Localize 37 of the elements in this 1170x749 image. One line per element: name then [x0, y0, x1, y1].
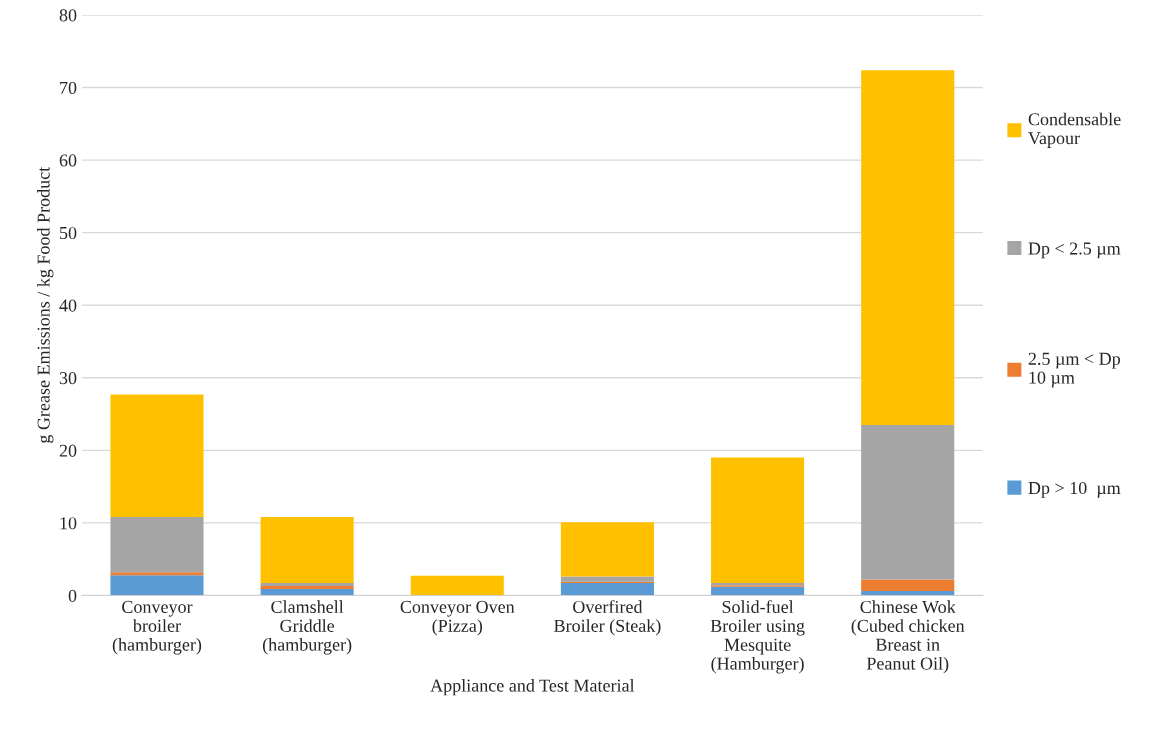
x-tick-label: Overfired Broiler (Steak) [554, 600, 661, 636]
bar [110, 572, 204, 576]
bar [861, 591, 955, 596]
bar [711, 586, 805, 596]
x-tick-label: Solid-fuel Broiler using Mesquite (Hamburger) [710, 600, 805, 674]
y-tick-label: 70 [60, 81, 77, 94]
bar [861, 579, 955, 592]
bar [861, 424, 955, 580]
x-tick-label: Conveyor Oven (Pizza) [400, 600, 515, 636]
y-axis-title: g Grease Emissions / kg Food Product [37, 166, 54, 443]
bar [560, 522, 654, 577]
legend-label: 2.5 µm < Dp 10 µm [1028, 352, 1121, 388]
legend-label: Dp < 2.5 µm [1028, 242, 1121, 259]
y-tick-label: 20 [59, 444, 77, 457]
bar [260, 517, 354, 584]
bar [410, 575, 504, 596]
bar [110, 575, 204, 596]
legend-label: Condensable Vapour [1028, 112, 1121, 148]
x-tick-label: Chinese Wok (Cubed chicken Breast in Peanut Oil) [851, 600, 965, 674]
x-tick-label: Conveyor broiler (hamburger) [112, 600, 202, 655]
bar [560, 576, 654, 582]
bar [110, 517, 204, 573]
y-tick-label: 30 [59, 372, 77, 385]
y-tick-label: 10 [60, 517, 77, 530]
bar [861, 70, 955, 425]
bar [110, 394, 204, 518]
y-tick-label: 40 [59, 299, 77, 312]
y-tick-label: 60 [59, 154, 77, 167]
y-tick-label: 80 [59, 9, 77, 22]
bar [711, 457, 805, 584]
x-tick-label: Clamshell Griddle (hamburger) [262, 600, 352, 655]
y-tick-label: 0 [68, 589, 77, 602]
y-tick-label: 50 [60, 226, 77, 240]
bar [260, 588, 354, 596]
x-axis-title: Appliance and Test Material [430, 678, 635, 696]
bar [560, 583, 654, 596]
legend-label: Dp > 10 µm [1028, 481, 1121, 498]
